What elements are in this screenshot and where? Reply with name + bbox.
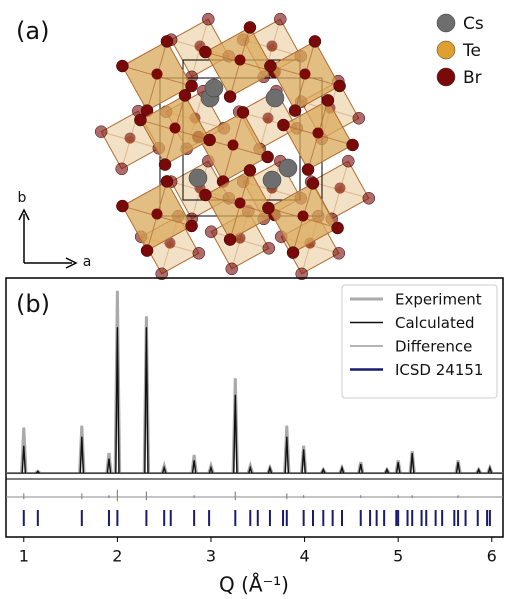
br-atom <box>161 35 173 47</box>
br-atom <box>152 209 163 220</box>
br-atom <box>353 112 365 124</box>
br-atom <box>363 192 375 204</box>
legend-label: Calculated <box>395 314 475 332</box>
br-atom <box>170 123 181 134</box>
x-tick-label: 1 <box>19 547 29 566</box>
br-atom <box>302 164 314 176</box>
br-atom <box>141 245 153 257</box>
br-atom <box>342 155 354 167</box>
panel-label: (a) <box>16 17 49 45</box>
x-tick-label: 5 <box>393 547 403 566</box>
br-atom <box>161 175 173 187</box>
legend-swatch <box>437 41 455 59</box>
br-atom <box>228 140 239 151</box>
cs-atom <box>279 159 297 177</box>
legend-label: Difference <box>395 338 472 356</box>
br-atom <box>347 139 359 151</box>
legend-label: Te <box>462 41 481 61</box>
br-atom <box>263 242 275 254</box>
br-atom <box>313 128 324 139</box>
br-atom <box>264 60 276 72</box>
legend-label: Experiment <box>395 291 482 309</box>
br-atom <box>287 247 299 259</box>
br-atom <box>204 134 216 146</box>
br-atom <box>152 69 163 80</box>
br-atom <box>334 80 346 92</box>
br-atom <box>235 198 246 209</box>
br-atom <box>332 222 344 234</box>
br-atom <box>244 21 256 33</box>
axis-a-label: a <box>83 254 92 270</box>
br-atom <box>224 91 236 103</box>
cs-atom <box>263 171 281 189</box>
x-tick-label: 6 <box>487 547 497 566</box>
x-tick-label: 4 <box>299 547 309 566</box>
br-atom <box>116 200 128 212</box>
legend-label: Br <box>463 68 482 88</box>
br-atom <box>309 35 321 47</box>
cs-atom <box>205 79 223 97</box>
br-atom <box>262 151 274 163</box>
br-atom <box>205 226 217 238</box>
br-atom <box>333 247 345 259</box>
legend-swatch <box>437 68 455 86</box>
br-atom <box>134 114 146 126</box>
br-atom <box>274 13 286 25</box>
br-atom <box>186 220 198 232</box>
br-atom <box>237 106 249 118</box>
br-atom <box>307 177 319 189</box>
br-atom <box>298 211 309 222</box>
x-tick-label: 2 <box>112 547 122 566</box>
br-atom <box>277 119 289 131</box>
br-atom <box>116 163 128 175</box>
br-atom <box>199 189 211 201</box>
br-atom <box>267 41 278 52</box>
legend-label: Cs <box>463 14 484 34</box>
br-atom <box>289 105 301 117</box>
legend-swatch <box>437 14 455 32</box>
br-atom <box>116 60 128 72</box>
x-axis-label: Q (Å⁻¹) <box>219 573 289 597</box>
br-atom <box>262 202 274 214</box>
structure-legend: Cs Te Br <box>437 14 484 88</box>
br-atom <box>199 46 211 58</box>
br-atom <box>226 263 238 275</box>
x-tick-label: 3 <box>206 547 216 566</box>
figure: (a) Cs Te Br b a (b) Q (Å⁻¹) 1 2 3 4 5 6 Experim… <box>0 0 505 599</box>
br-atom <box>244 164 256 176</box>
cs-atom <box>266 89 284 107</box>
cs-atom <box>189 169 207 187</box>
br-atom <box>95 126 107 138</box>
legend-label: ICSD 24151 <box>395 361 483 379</box>
br-atom <box>235 55 246 66</box>
axis-b-label: b <box>18 190 27 206</box>
br-atom <box>263 113 274 124</box>
panel-label: (b) <box>16 290 50 318</box>
br-atom <box>179 89 191 101</box>
br-atom <box>159 159 171 171</box>
br-atom <box>300 69 311 80</box>
br-atom <box>125 133 136 144</box>
br-atom <box>335 183 346 194</box>
plot: 1 2 3 4 5 6 Experiment Calculated Difference ICSD… <box>6 285 503 566</box>
crystal-structure <box>95 13 375 280</box>
br-atom <box>193 247 205 259</box>
br-atom <box>224 234 236 246</box>
br-atom <box>322 94 334 106</box>
br-atom <box>202 13 214 25</box>
